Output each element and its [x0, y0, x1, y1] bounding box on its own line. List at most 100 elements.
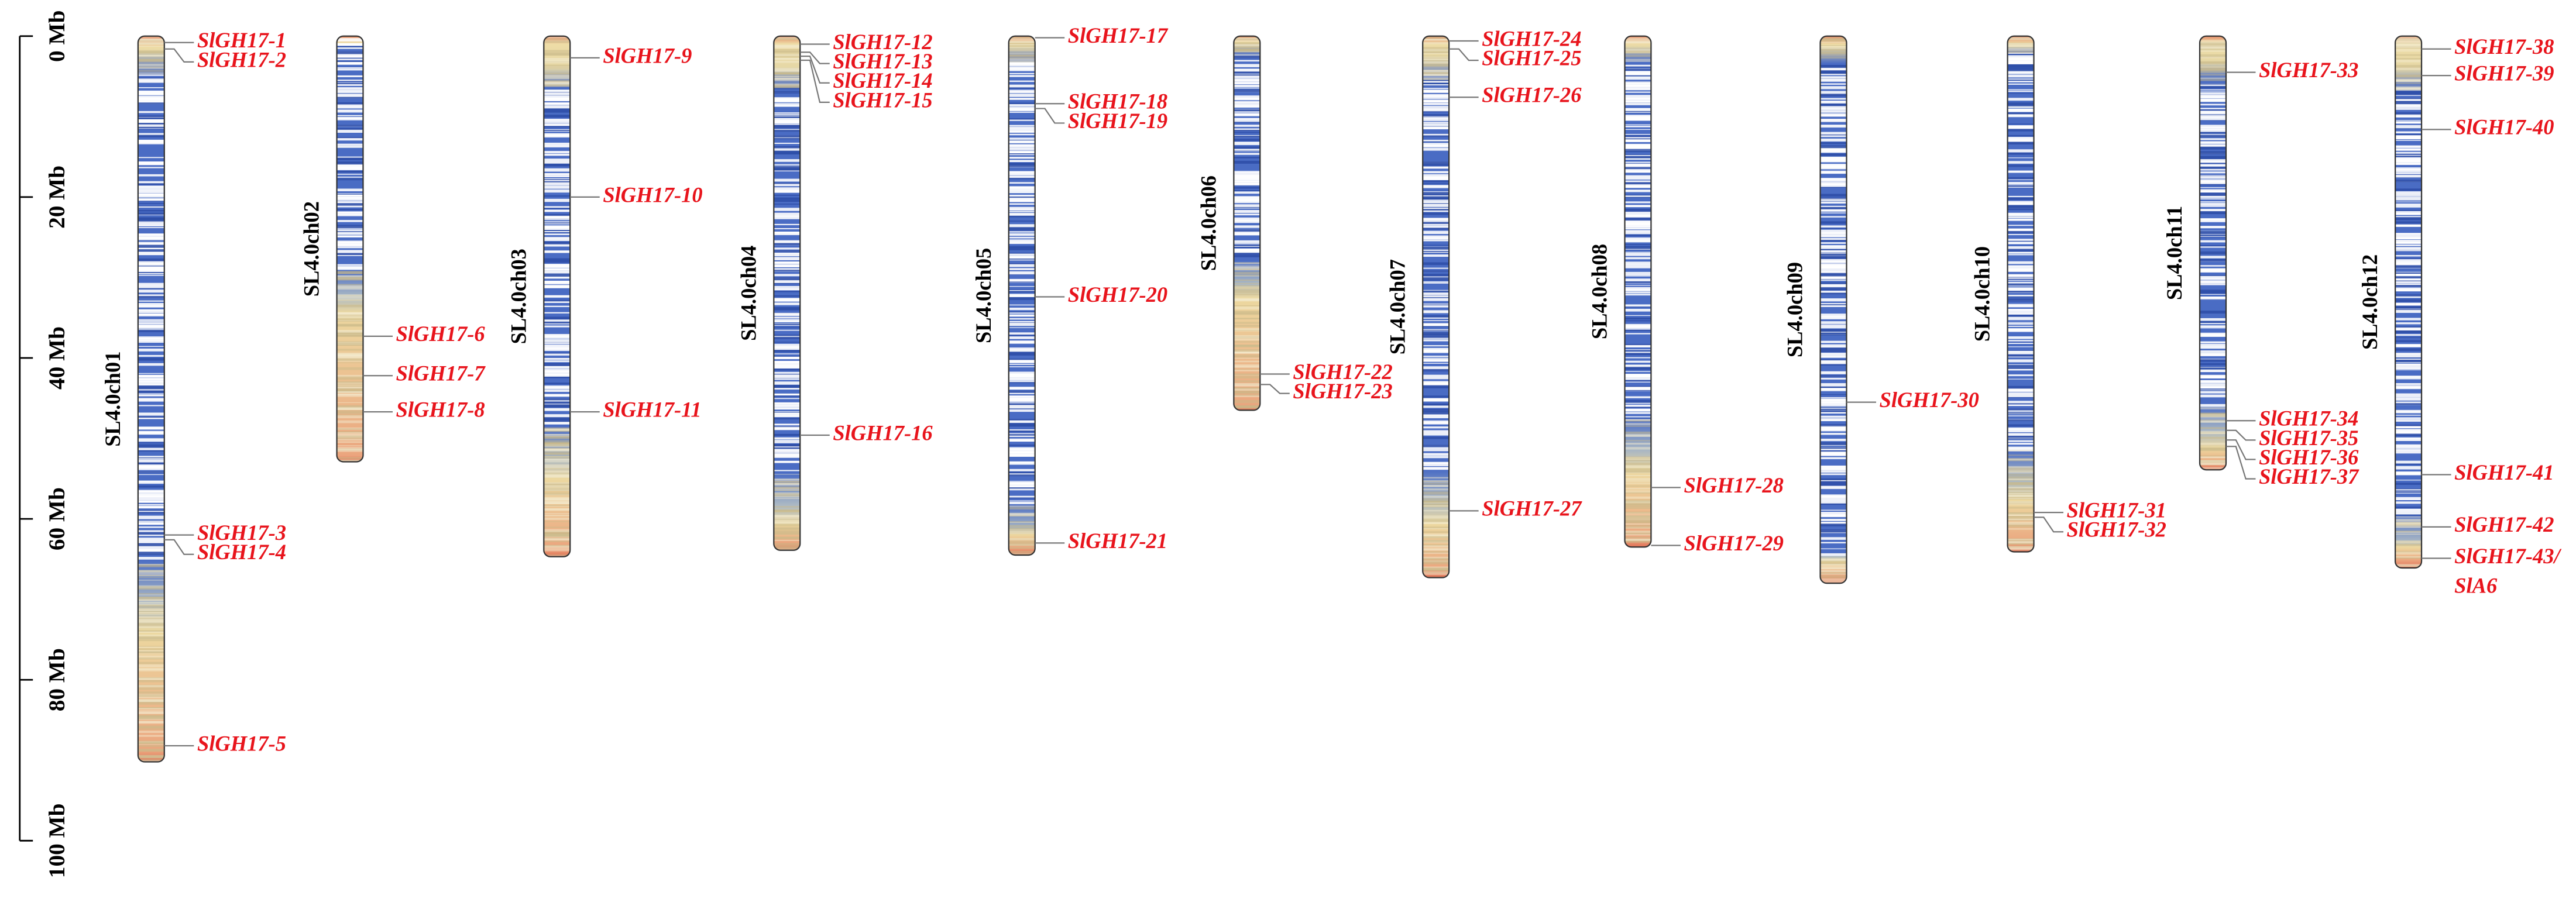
- axis-tick-label: 80 Mb: [44, 648, 70, 711]
- gene-label: SlGH17-38: [2454, 35, 2554, 58]
- gene-label: SlGH17-15: [833, 88, 932, 112]
- gene-label: SlGH17-14: [833, 68, 932, 92]
- gene-label: SlGH17-6: [396, 322, 486, 346]
- gene-label: SlGH17-2: [197, 47, 286, 71]
- chromosome-label: SL4.0ch07: [1385, 259, 1409, 354]
- gene-connector: [2225, 429, 2256, 441]
- gene-label: SlGH17-35: [2259, 426, 2358, 450]
- gene-label: SlGH17-40: [2454, 115, 2554, 139]
- gene-label: SlGH17-25: [1482, 46, 1581, 70]
- chromosome: [774, 36, 801, 550]
- chromosome: [1624, 36, 1651, 547]
- axis-tick-label: 0 Mb: [44, 11, 70, 62]
- gene-label: SlGH17-26: [1482, 83, 1582, 107]
- chromosome-body: [1234, 36, 1260, 411]
- gene-connector: [1035, 108, 1065, 124]
- gene-connector: [800, 59, 830, 104]
- chromosome-outline: [1008, 35, 1036, 556]
- gene-label: SlGH17-16: [833, 421, 933, 445]
- gene-label: SlGH17-29: [1684, 531, 1784, 555]
- gene-connector: [1449, 48, 1479, 61]
- gene-label: SlGH17-21: [1068, 529, 1167, 553]
- gene-label: SlGH17-42: [2454, 512, 2554, 536]
- gene-label: SlGH17-36: [2259, 445, 2359, 469]
- chromosome-outline: [1233, 35, 1261, 411]
- axis-tick-label: 20 Mb: [44, 166, 70, 229]
- gene-connector: [164, 539, 194, 555]
- gene-label: SlGH17-3: [197, 521, 286, 545]
- gene-label: SlGH17-30: [1880, 388, 1979, 412]
- axis-tick-label: 40 Mb: [44, 326, 70, 390]
- gene-label: SlGH17-20: [1068, 283, 1167, 306]
- chromosome-label: SL4.0ch09: [1783, 262, 1807, 357]
- chromosome-outline: [1624, 35, 1652, 548]
- gene-label: SlGH17-28: [1684, 473, 1784, 497]
- gene-label: SlGH17-27: [1482, 497, 1582, 521]
- gene-label: SlGH17-10: [603, 182, 702, 206]
- gene-connector: [164, 48, 194, 63]
- gene-connector: [2034, 516, 2064, 533]
- chromosome: [336, 36, 363, 462]
- chromosome: [2395, 36, 2422, 569]
- chromosome: [2200, 36, 2226, 470]
- chromosome-outline: [773, 35, 801, 551]
- chromosome: [1423, 36, 1450, 578]
- chromosome-outline: [2395, 35, 2423, 569]
- chromosome: [2007, 36, 2034, 552]
- gene-connector: [800, 51, 830, 64]
- gene-label: SlGH17-5: [197, 731, 286, 755]
- chromosome-label: SL4.0ch04: [736, 246, 760, 341]
- chromosome: [544, 36, 571, 557]
- chromosome-label: SL4.0ch03: [506, 249, 530, 344]
- gene-label: SlGH17-9: [603, 43, 692, 67]
- gene-label: SlGH17-18: [1068, 89, 1167, 113]
- gene-label: SlGH17-19: [1068, 109, 1167, 133]
- chromosome-outline: [1422, 35, 1450, 578]
- gene-label: SlGH17-8: [396, 398, 485, 422]
- gene-label: SlA6: [2454, 573, 2498, 597]
- chromosome: [1820, 36, 1847, 584]
- gene-label: SlGH17-34: [2259, 407, 2358, 430]
- gene-connector: [2225, 446, 2256, 480]
- axis-tick-label: 60 Mb: [44, 487, 70, 550]
- chromosome-label: SL4.0ch08: [1588, 244, 1612, 339]
- gene-label: SlGH17-33: [2259, 58, 2358, 82]
- gene-label: SlGH17-1: [197, 28, 286, 52]
- gene-label: SlGH17-13: [833, 49, 932, 73]
- gene-label: SlGH17-31: [2067, 498, 2166, 522]
- chromosome-body: [2007, 36, 2034, 552]
- gene-label: SlGH17-39: [2454, 61, 2554, 85]
- chromosome-label: SL4.0ch11: [2162, 206, 2186, 300]
- gene-label: SlGH17-7: [396, 361, 486, 385]
- gene-label: SlGH17-32: [2067, 518, 2166, 542]
- chromosome-body: [336, 36, 363, 462]
- axis-tick-label: 100 Mb: [44, 803, 70, 878]
- gene-connector: [1260, 384, 1290, 394]
- chromosome: [1234, 36, 1260, 411]
- gene-label: SlGH17-4: [197, 540, 286, 564]
- gene-label: SlGH17-37: [2259, 464, 2359, 488]
- chromosome: [1008, 36, 1035, 556]
- gene-label: SlGH17-41: [2454, 460, 2554, 484]
- gene-connector: [800, 56, 830, 84]
- chromosome-label: SL4.0ch02: [300, 201, 324, 297]
- chromosome-outline: [137, 35, 165, 763]
- chromosome-label: SL4.0ch06: [1196, 175, 1220, 271]
- chromosome-label: SL4.0ch05: [971, 248, 995, 343]
- chromosome-label: SL4.0ch12: [2358, 254, 2382, 350]
- chromosome-outline: [336, 35, 364, 463]
- chromosome-label: SL4.0ch01: [101, 352, 125, 447]
- chromosome-outline: [2007, 35, 2035, 553]
- gene-label: SlGH17-11: [603, 398, 701, 422]
- chromosome: [138, 36, 164, 762]
- chromosome-outline: [1819, 35, 1847, 584]
- gene-label: SlGH17-22: [1293, 360, 1392, 384]
- gene-connector: [2225, 439, 2256, 460]
- gene-label: SlGH17-43/: [2454, 544, 2561, 568]
- chromosome-outline: [543, 35, 571, 557]
- gene-label: SlGH17-12: [833, 30, 932, 54]
- gene-label: SlGH17-17: [1068, 23, 1169, 47]
- gene-label: SlGH17-24: [1482, 26, 1581, 50]
- chromosome-body: [1624, 36, 1651, 547]
